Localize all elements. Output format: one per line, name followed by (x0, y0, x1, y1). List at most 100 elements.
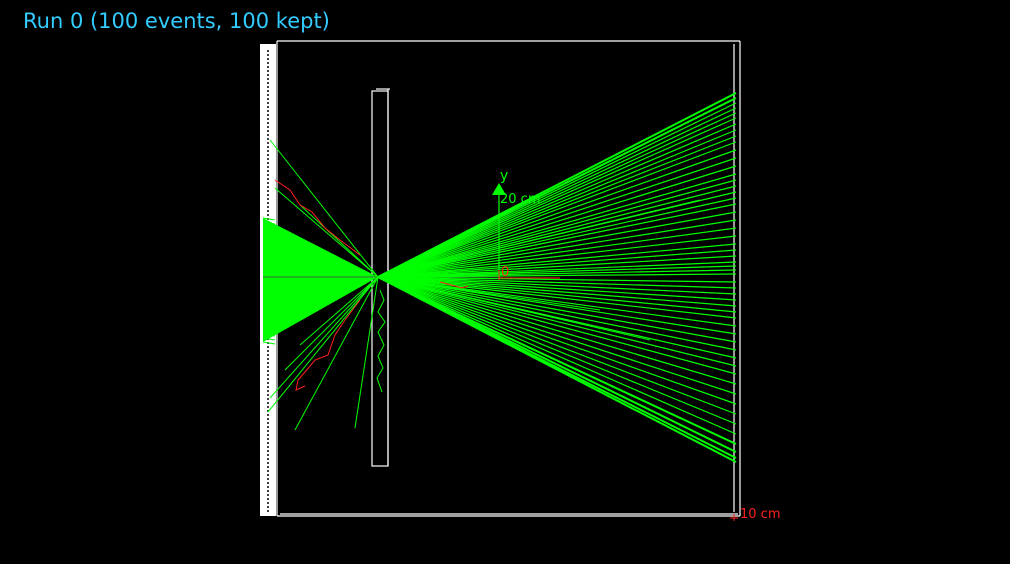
y-axis: y 20 cm (492, 168, 541, 278)
track-line (377, 276, 737, 343)
track-line (262, 277, 276, 281)
track-line (377, 219, 737, 278)
track-line (262, 281, 276, 285)
track-line (262, 325, 276, 329)
track-line (377, 199, 701, 278)
track-line (377, 276, 737, 445)
track-line (274, 187, 379, 278)
track-line (377, 276, 737, 327)
track-line (377, 276, 737, 351)
track-line (377, 97, 737, 278)
track-line (377, 243, 737, 278)
track-line (354, 276, 379, 429)
track-line (377, 235, 737, 278)
track-line (284, 276, 379, 371)
track-line (377, 107, 737, 278)
track-line (262, 333, 276, 337)
incoming-beam-cone (263, 218, 378, 342)
track-line (262, 285, 276, 289)
track-line (377, 276, 737, 435)
run-title: Run 0 (100 events, 100 kept) (23, 9, 330, 33)
track-line (377, 276, 737, 289)
track-line (262, 321, 276, 325)
track-line (377, 276, 737, 313)
track-line (377, 276, 737, 307)
track-line (262, 337, 276, 341)
track-line (377, 185, 737, 278)
track-line (377, 102, 737, 278)
particle-tracks (262, 92, 737, 463)
track-line (377, 276, 737, 335)
track-line (377, 276, 737, 375)
secondary-tracks (274, 179, 469, 391)
slab-secondaries (376, 289, 386, 393)
track-line (299, 276, 379, 346)
track-line (262, 313, 276, 317)
track-line (377, 276, 601, 311)
track-line (377, 135, 737, 278)
track-line (262, 269, 276, 273)
track-line (262, 221, 276, 225)
track-line (377, 123, 737, 278)
track-line (377, 227, 737, 278)
track-line (377, 276, 737, 319)
track-line (262, 217, 276, 221)
track-line (377, 255, 737, 278)
track-line (377, 112, 737, 278)
track-line (262, 329, 276, 333)
track-line (262, 245, 276, 249)
track-line (262, 265, 276, 269)
track-line (262, 257, 276, 261)
track-line (377, 173, 737, 278)
track-line (377, 129, 737, 278)
y-axis-tick-label: 20 cm (500, 192, 541, 207)
track-line (262, 289, 276, 293)
track-line (377, 211, 737, 278)
track-line (377, 276, 737, 283)
track-line (262, 229, 276, 233)
track-line (377, 249, 737, 278)
track-line (262, 253, 276, 257)
track-line (377, 239, 561, 278)
track-line (377, 179, 737, 278)
track-line (262, 301, 276, 305)
track-line (262, 317, 276, 321)
track-line (377, 276, 737, 463)
track-line (262, 225, 276, 229)
origin-tick-label: 0 (501, 265, 509, 280)
track-line (269, 276, 379, 399)
track-line (269, 139, 379, 278)
scale-marker: 10 cm (730, 507, 781, 522)
y-axis-label: y (500, 168, 508, 184)
track-line (262, 261, 276, 265)
track-line (262, 249, 276, 253)
track-line (262, 293, 276, 297)
track-line (377, 265, 737, 278)
track-line (262, 273, 276, 277)
track-line (262, 241, 276, 245)
track-line (377, 276, 737, 425)
track-line (262, 297, 276, 301)
track-line (262, 233, 276, 237)
track-line (262, 309, 276, 313)
track-line (262, 341, 276, 345)
track-line (377, 165, 737, 278)
scale-label: 10 cm (740, 507, 781, 522)
track-line (377, 117, 737, 278)
track-line (377, 276, 737, 367)
track-line (262, 305, 276, 309)
track-line (377, 197, 737, 278)
track-line (377, 149, 737, 278)
track-line (299, 204, 379, 278)
track-line (377, 141, 737, 278)
track-line (294, 276, 379, 431)
track-line (377, 276, 737, 405)
x-axis: 0 (498, 265, 560, 280)
track-line (377, 157, 737, 278)
track-line (377, 276, 737, 385)
track-line (377, 276, 737, 415)
triangle-up-icon (492, 183, 506, 195)
track-line (377, 261, 737, 278)
